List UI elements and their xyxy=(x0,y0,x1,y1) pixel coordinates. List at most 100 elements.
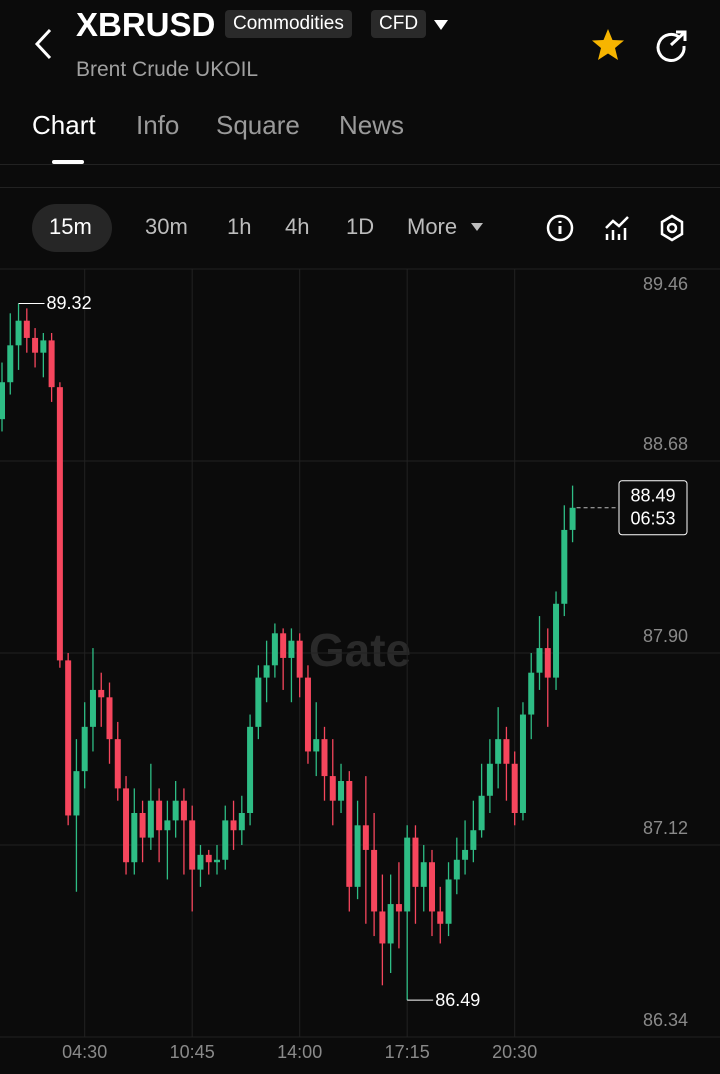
x-tick-label: 17:15 xyxy=(385,1042,430,1062)
candle-body xyxy=(387,904,394,944)
candle-body xyxy=(114,739,121,789)
interval[interactable]: 1h xyxy=(227,214,252,239)
candle-body xyxy=(412,837,419,887)
candle-body xyxy=(404,837,411,912)
candle-body xyxy=(255,677,262,727)
back-button[interactable] xyxy=(30,26,56,62)
interval[interactable]: 1D xyxy=(346,214,375,239)
interval[interactable]: 30m xyxy=(145,214,188,239)
candle-body xyxy=(131,813,138,863)
favorite-star[interactable] xyxy=(590,27,626,63)
candle-body xyxy=(73,771,80,816)
candle-body xyxy=(189,820,196,870)
interval[interactable]: 15m xyxy=(49,214,92,239)
tag[interactable]: CFD xyxy=(371,10,427,38)
last-price-label: 88.49 xyxy=(630,486,675,506)
candle-body xyxy=(205,854,212,863)
candle-body xyxy=(453,859,460,880)
candle-body xyxy=(544,648,551,678)
dropdown-icon[interactable] xyxy=(432,18,450,32)
candle-body xyxy=(81,726,88,772)
more-arrow[interactable] xyxy=(470,222,484,232)
candle-body xyxy=(519,714,526,813)
countdown-label: 06:53 xyxy=(630,509,675,529)
candle-body xyxy=(147,800,154,838)
settings-icon[interactable] xyxy=(658,213,686,243)
candle-body xyxy=(429,862,435,912)
interval-selected-bg xyxy=(32,204,112,252)
candle-body xyxy=(139,813,146,838)
candle-body xyxy=(495,739,502,764)
min-label: 86.49 xyxy=(435,990,480,1010)
subtitle: Brent Crude UKOIL xyxy=(76,58,259,81)
candle-body xyxy=(354,825,361,887)
candle-body xyxy=(296,640,303,678)
candle-body xyxy=(503,739,510,764)
candle-body xyxy=(313,739,320,752)
candle-body xyxy=(230,820,237,831)
candle-body xyxy=(123,788,130,863)
candle-body xyxy=(172,800,179,821)
candle-body xyxy=(329,776,336,801)
y-tick-label: 86.34 xyxy=(643,1010,688,1030)
interval[interactable]: More xyxy=(407,214,458,239)
tab[interactable]: News xyxy=(339,110,405,140)
tab[interactable]: Info xyxy=(136,110,180,140)
candle-body xyxy=(98,689,105,698)
interval[interactable]: 4h xyxy=(285,214,310,239)
candle-body xyxy=(48,340,55,388)
candle-body xyxy=(371,849,378,912)
share-icon[interactable] xyxy=(654,28,690,64)
candle-body xyxy=(321,739,328,777)
candle-body xyxy=(7,345,14,383)
candle-body xyxy=(420,862,427,887)
candle-body xyxy=(180,800,187,821)
candle-body xyxy=(197,854,204,870)
candle-body xyxy=(32,337,39,353)
candle-body xyxy=(304,677,311,752)
watermark: Gate xyxy=(309,624,411,676)
candle-body xyxy=(164,820,171,831)
candle-body xyxy=(238,813,245,831)
candle-body xyxy=(569,507,576,530)
candle-body xyxy=(346,781,353,887)
candle-body xyxy=(445,879,452,924)
divider xyxy=(0,187,720,188)
candle-body xyxy=(536,648,543,673)
candle-body xyxy=(263,665,270,678)
divider xyxy=(0,164,720,165)
y-tick-label: 88.68 xyxy=(643,434,688,454)
candle-body xyxy=(462,849,469,860)
candle-body xyxy=(0,382,5,420)
candle-body xyxy=(288,640,295,658)
x-tick-label: 20:30 xyxy=(492,1042,537,1062)
candle-body xyxy=(528,672,535,715)
tab[interactable]: Chart xyxy=(32,110,96,140)
x-tick-label: 10:45 xyxy=(170,1042,215,1062)
y-tick-label: 87.12 xyxy=(643,818,688,838)
tab-indicator xyxy=(52,160,84,164)
candle-body xyxy=(15,320,22,346)
candle-body xyxy=(280,633,287,658)
info-icon[interactable] xyxy=(545,213,575,243)
candle-body xyxy=(395,904,402,912)
symbol: XBRUSD xyxy=(76,6,216,43)
x-tick-label: 04:30 xyxy=(62,1042,107,1062)
candle-body xyxy=(561,529,568,604)
candle-body xyxy=(106,697,113,740)
last-price-box xyxy=(618,480,688,536)
tab[interactable]: Square xyxy=(216,110,300,140)
candle-body xyxy=(379,911,386,944)
indicator-icon[interactable] xyxy=(603,214,631,242)
candle-body xyxy=(156,800,163,831)
candle-body xyxy=(362,825,369,850)
candle-body xyxy=(40,340,47,353)
candle-body xyxy=(23,320,30,338)
candle-body xyxy=(338,781,345,801)
candle-body xyxy=(478,795,485,831)
candle-body xyxy=(89,689,96,727)
candle-body xyxy=(553,603,560,678)
candle-body xyxy=(247,726,254,813)
candle-body xyxy=(271,633,278,666)
